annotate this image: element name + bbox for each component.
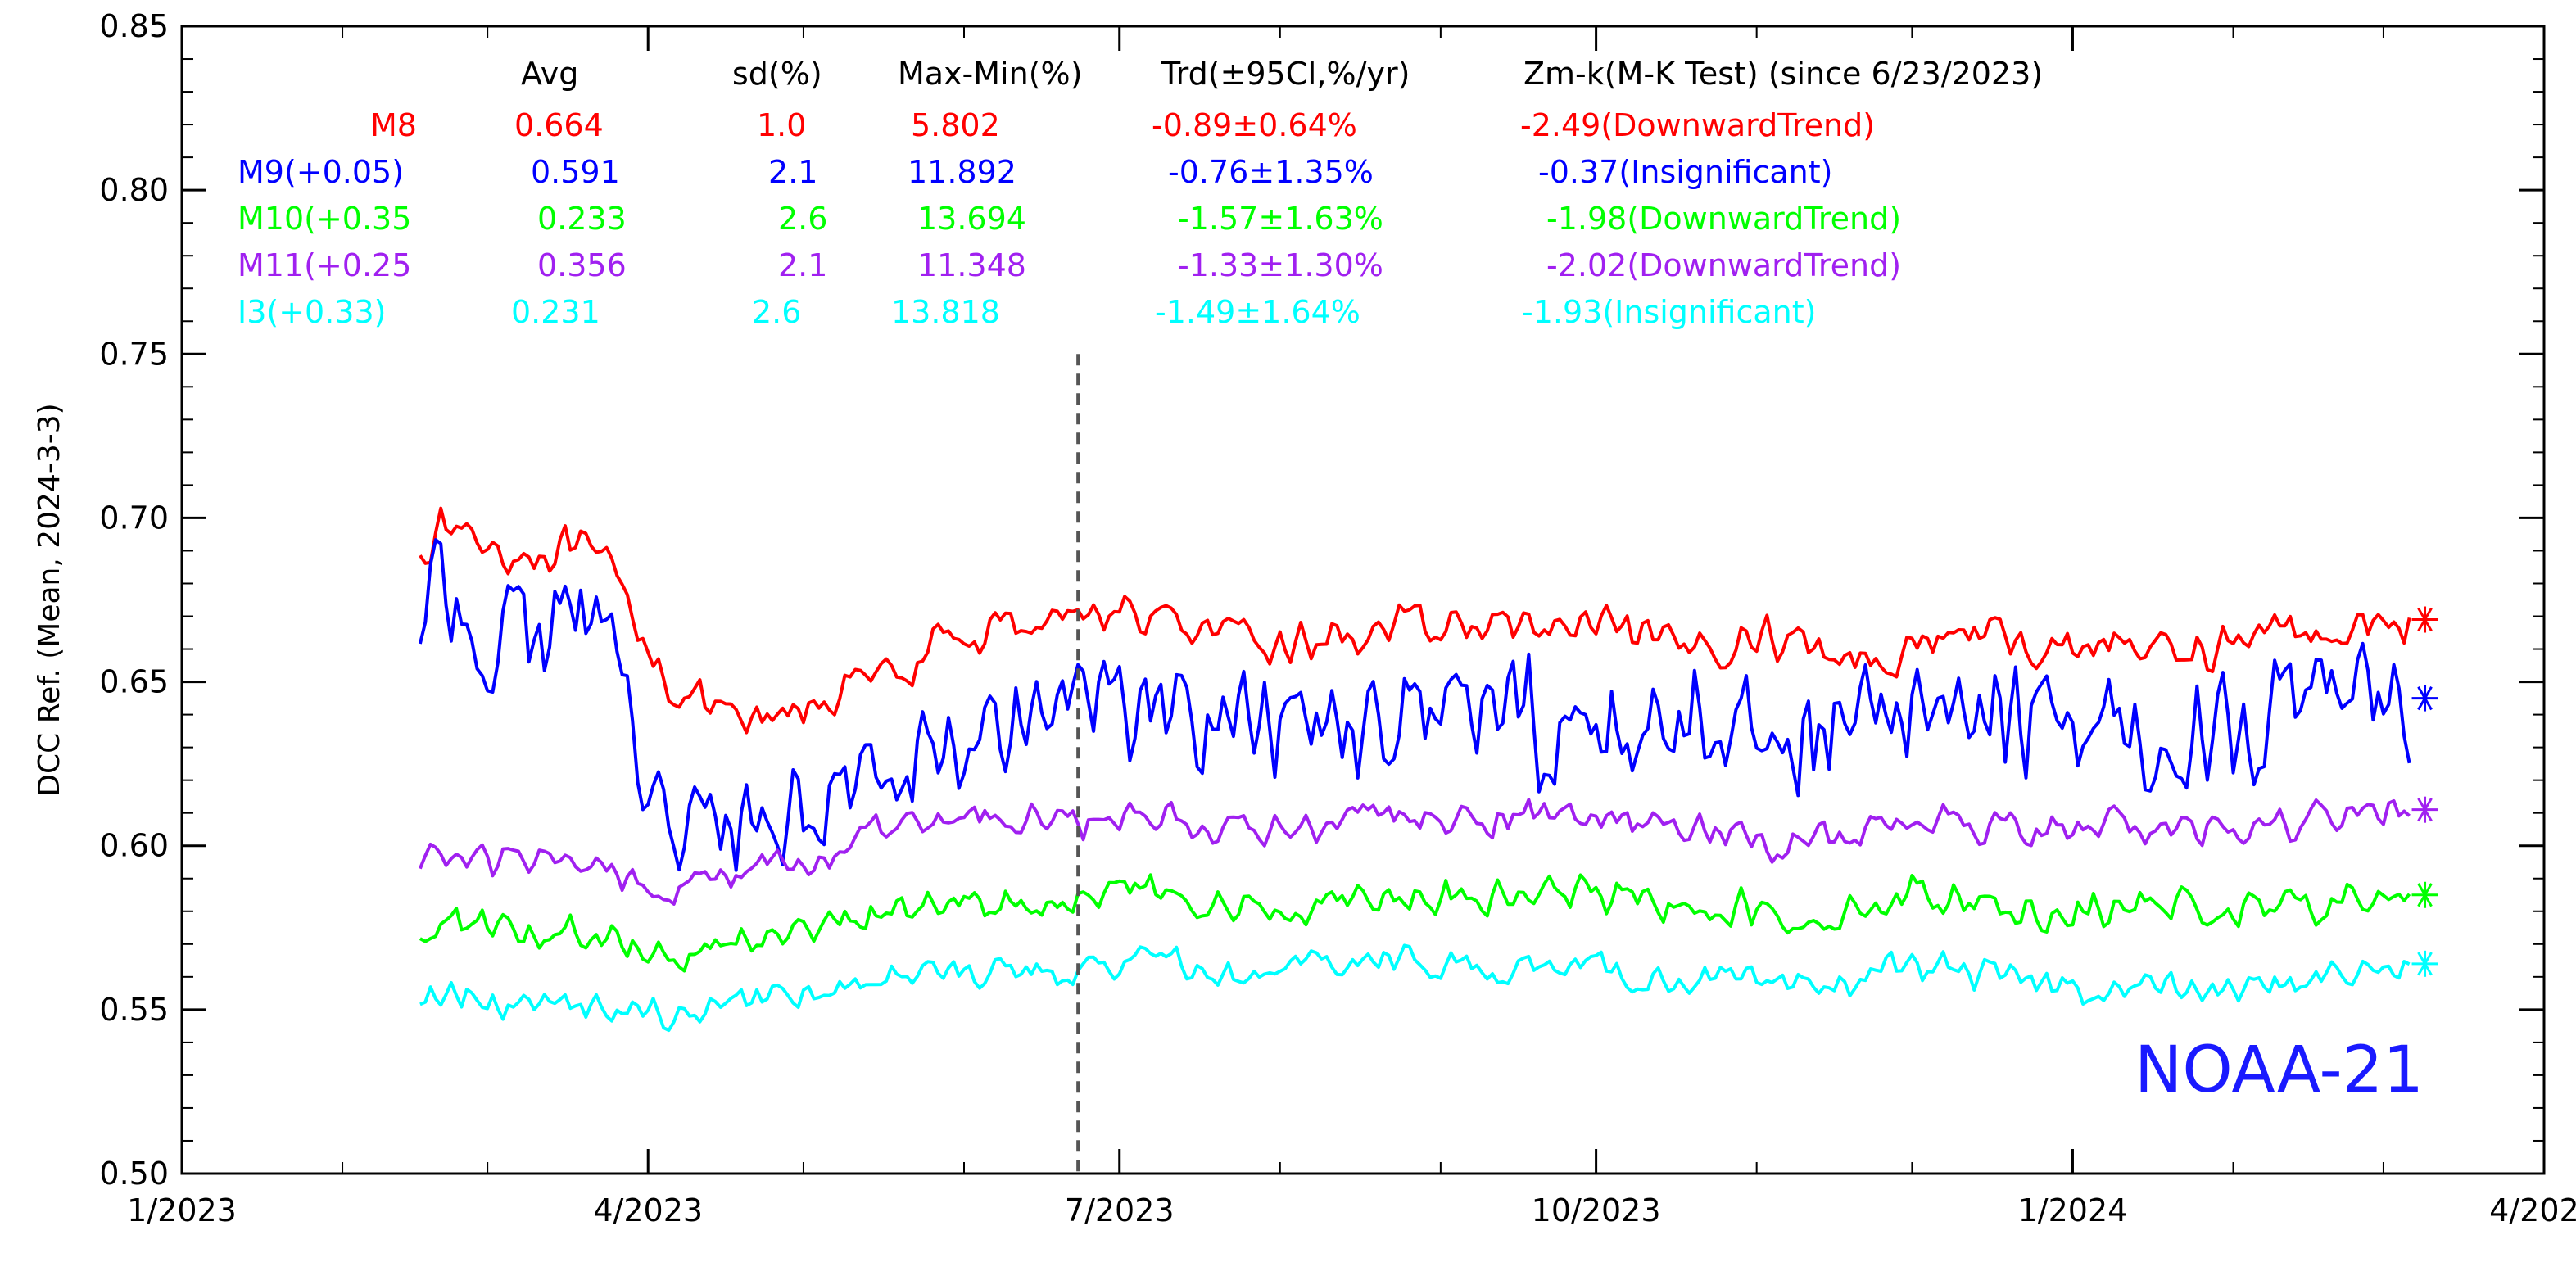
series-end-marker-3 xyxy=(2411,796,2438,823)
series-line-4 xyxy=(419,943,2411,1033)
legend-header-sd: sd(%) xyxy=(732,56,822,92)
series-line-1 xyxy=(418,538,2411,872)
legend-row-m9-sd: 2.1 xyxy=(768,154,817,190)
end-marker-layer xyxy=(2411,606,2438,977)
legend-row-i3-name: I3(+0.33) xyxy=(238,294,386,330)
legend-row-m11-avg: 0.356 xyxy=(537,247,627,283)
legend-row-i3-sd: 2.6 xyxy=(752,294,801,330)
legend-row-m8-name: M8 xyxy=(370,107,417,143)
legend-row-m8-maxmin: 5.802 xyxy=(911,107,1000,143)
legend-row-m10-avg: 0.233 xyxy=(537,201,627,237)
x-tick-label: 4/2024 xyxy=(2489,1192,2576,1228)
legend-row-m11-maxmin: 11.348 xyxy=(917,247,1026,283)
x-tick-label: 1/2024 xyxy=(2018,1192,2128,1228)
y-tick-label: 0.80 xyxy=(99,172,169,208)
legend-row-m11-sd: 2.1 xyxy=(778,247,827,283)
legend-row-m11-zmk: -2.02(DownwardTrend) xyxy=(1546,247,1901,283)
legend-row-i3-maxmin: 13.818 xyxy=(891,294,1000,330)
legend-row-m9-avg: 0.591 xyxy=(531,154,620,190)
legend-header-zmk: Zm-k(M-K Test) (since 6/23/2023) xyxy=(1523,56,2043,92)
legend-row-m10-name: M10(+0.35 xyxy=(238,201,411,237)
x-tick-label: 7/2023 xyxy=(1065,1192,1175,1228)
y-tick-labels: 0.50 0.55 0.60 0.65 0.70 0.75 0.80 0.85 xyxy=(99,8,169,1192)
y-tick-label: 0.50 xyxy=(99,1156,169,1192)
y-tick-label: 0.60 xyxy=(99,828,169,864)
series-line-2 xyxy=(419,873,2411,973)
x-tick-labels: 1/2023 4/2023 7/2023 10/2023 1/2024 4/2024 xyxy=(127,1192,2576,1228)
y-tick-label: 0.85 xyxy=(99,8,169,44)
legend-row-m9-maxmin: 11.892 xyxy=(908,154,1016,190)
legend-header-trend: Trd(±95CI,%/yr) xyxy=(1161,56,1410,92)
legend-row-m10-sd: 2.6 xyxy=(778,201,827,237)
series-end-marker-4 xyxy=(2411,950,2438,977)
series-line-0 xyxy=(419,506,2411,735)
legend-row-i3-avg: 0.231 xyxy=(511,294,600,330)
legend-header-maxmin: Max-Min(%) xyxy=(898,56,1082,92)
plot-frame xyxy=(180,25,2546,1175)
legend-row-i3-trend: -1.49±1.64% xyxy=(1155,294,1360,330)
legend-row-i3-zmk: -1.93(Insignificant) xyxy=(1522,294,1816,330)
y-tick-label: 0.65 xyxy=(99,664,169,700)
legend-row-m11-trend: -1.33±1.30% xyxy=(1178,247,1383,283)
series-layer xyxy=(418,506,2411,1033)
legend-row-m9-name: M9(+0.05) xyxy=(238,154,404,190)
legend-row-m10-trend: -1.57±1.63% xyxy=(1178,201,1383,237)
legend-row-m8-sd: 1.0 xyxy=(757,107,806,143)
x-tick-label: 4/2023 xyxy=(593,1192,703,1228)
legend-row-m11-name: M11(+0.25 xyxy=(238,247,411,283)
y-axis-title-group: DCC Ref. (Mean, 2024-3-3) xyxy=(33,403,66,796)
x-tick-label: 1/2023 xyxy=(127,1192,237,1228)
x-tick-label: 10/2023 xyxy=(1532,1192,1661,1228)
satellite-label: NOAA-21 xyxy=(2135,1034,2424,1107)
y-tick-label: 0.75 xyxy=(99,336,169,372)
y-axis-title: DCC Ref. (Mean, 2024-3-3) xyxy=(33,403,66,796)
legend-row-m8-zmk: -2.49(DownwardTrend) xyxy=(1520,107,1875,143)
y-tick-label: 0.55 xyxy=(99,992,169,1028)
legend-row-m9-zmk: -0.37(Insignificant) xyxy=(1538,154,1832,190)
legend-row-m9-trend: -0.76±1.35% xyxy=(1168,154,1374,190)
legend-row-m10-maxmin: 13.694 xyxy=(917,201,1026,237)
tick-layer xyxy=(180,25,2546,1175)
legend-row-m8-trend: -0.89±0.64% xyxy=(1152,107,1357,143)
legend-header-avg: Avg xyxy=(521,56,578,92)
series-end-marker-2 xyxy=(2411,881,2438,908)
y-tick-label: 0.70 xyxy=(99,500,169,536)
series-end-marker-1 xyxy=(2411,685,2438,712)
legend-row-m10-zmk: -1.98(DownwardTrend) xyxy=(1546,201,1901,237)
series-end-marker-0 xyxy=(2411,606,2438,633)
legend-row-m8-avg: 0.664 xyxy=(514,107,604,143)
series-line-3 xyxy=(419,798,2411,906)
legend-table: Avg sd(%) Max-Min(%) Trd(±95CI,%/yr) Zm-… xyxy=(238,56,2043,330)
